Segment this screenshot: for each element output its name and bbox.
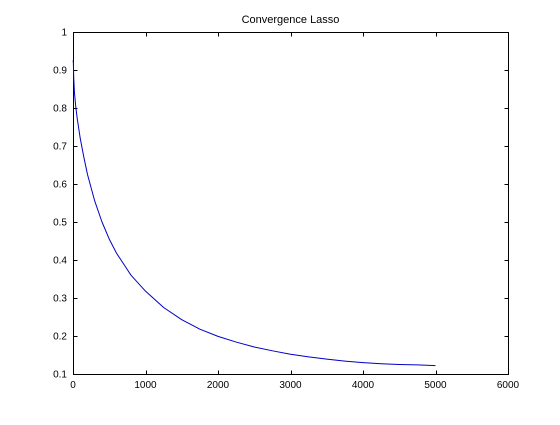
x-tick-label: 0 (70, 380, 76, 391)
x-tick-label: 4000 (352, 380, 375, 391)
chart-title: Convergence Lasso (242, 14, 340, 26)
y-tick-label: 1 (61, 28, 67, 39)
x-tick-label: 3000 (279, 380, 302, 391)
y-tick-label: 0.5 (53, 218, 67, 229)
y-tick-label: 0.9 (53, 66, 67, 77)
y-tick-label: 0.3 (53, 294, 67, 305)
plot-area (74, 33, 509, 375)
y-tick-label: 0.7 (53, 142, 67, 153)
y-tick-label: 0.6 (53, 180, 67, 191)
y-tick-label: 0.2 (53, 332, 67, 343)
y-tick-label: 0.8 (53, 104, 67, 115)
x-tick-label: 5000 (424, 380, 447, 391)
x-tick-label: 6000 (497, 380, 520, 391)
x-tick-label: 2000 (207, 380, 230, 391)
y-tick-label: 0.1 (53, 370, 67, 381)
x-tick-label: 1000 (134, 380, 157, 391)
y-tick-label: 0.4 (53, 256, 67, 267)
